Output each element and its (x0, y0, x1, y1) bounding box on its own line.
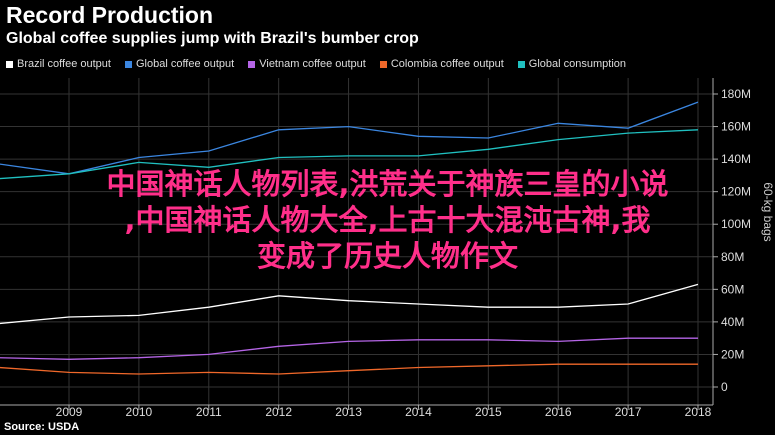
chart-subtitle: Global coffee supplies jump with Brazil'… (6, 30, 419, 47)
legend-label-global-consumption: Global consumption (528, 58, 627, 70)
legend-label-global-output: Global coffee output (135, 58, 235, 70)
legend-item-global-consumption: Global consumption (517, 58, 627, 70)
legend-item-colombia: Colombia coffee output (379, 58, 504, 70)
series-lines (0, 101, 699, 375)
chart-title: Record Production (6, 2, 214, 28)
y-tick-label: 160M (721, 120, 751, 134)
overlay-line-3: 变成了历史人物作文 (256, 239, 518, 273)
legend-label-vietnam: Vietnam coffee output (259, 58, 366, 70)
legend-swatch-vietnam (248, 60, 256, 68)
legend-swatch-global-output (124, 60, 132, 68)
x-tick-label: 2012 (265, 405, 292, 419)
x-tick-label: 2017 (615, 405, 642, 419)
x-tick-label: 2011 (196, 405, 222, 419)
gridlines (0, 78, 713, 405)
legend-label-colombia: Colombia coffee output (390, 58, 504, 70)
source-note: Source: USDA (4, 421, 80, 433)
legend-label-brazil: Brazil coffee output (17, 58, 111, 70)
y-tick-label: 140M (721, 152, 751, 166)
overlay-text: 中国神话人物列表,洪荒关于神族三皇的小说 ,中国神话人物大全,上古十大混沌古神,… (0, 166, 775, 274)
y-tick-label: 20M (721, 347, 744, 361)
y-tick-label: 40M (721, 315, 744, 329)
x-tick-label: 2016 (545, 405, 572, 419)
legend: Brazil coffee output Global coffee outpu… (6, 58, 626, 70)
legend-swatch-brazil (6, 60, 13, 68)
x-tick-label: 2015 (475, 405, 502, 419)
x-tick-label: 2009 (56, 405, 83, 419)
overlay-line-1: 中国神话人物列表,洪荒关于神族三皇的小说 (106, 167, 669, 201)
x-tick-label: 2010 (126, 405, 153, 419)
legend-swatch-global-consumption (517, 60, 525, 68)
overlay-line-2: ,中国神话人物大全,上古十大混沌古神,我 (124, 203, 651, 237)
y-tick-label: 180M (721, 87, 751, 101)
legend-item-brazil: Brazil coffee output (6, 58, 111, 70)
legend-item-vietnam: Vietnam coffee output (248, 58, 366, 70)
series-line-2 (0, 337, 698, 360)
y-axis: 0 20M 40M 60M 80M 100M 120M 140M 160M 180M (712, 78, 751, 405)
x-tick-label: 2014 (405, 405, 432, 419)
y-tick-label: 60M (721, 282, 744, 296)
series-line-4 (0, 129, 699, 180)
y-tick-label: 120M (721, 185, 751, 199)
y-axis-label: 60-kg bags (761, 182, 775, 241)
x-axis: 2009 2010 2011 2012 2013 2014 2015 2016 2017 2018 (0, 404, 713, 419)
y-tick-label: 80M (721, 250, 744, 264)
y-tick-label: 100M (721, 217, 751, 231)
legend-item-global-output: Global coffee output (124, 58, 235, 70)
x-tick-label: 2013 (335, 405, 362, 419)
legend-swatch-colombia (379, 60, 387, 68)
series-line-0 (0, 283, 699, 325)
series-line-3 (0, 363, 698, 375)
x-tick-label: 2018 (685, 405, 712, 419)
y-tick-label: 0 (721, 380, 728, 394)
series-line-1 (0, 101, 699, 175)
